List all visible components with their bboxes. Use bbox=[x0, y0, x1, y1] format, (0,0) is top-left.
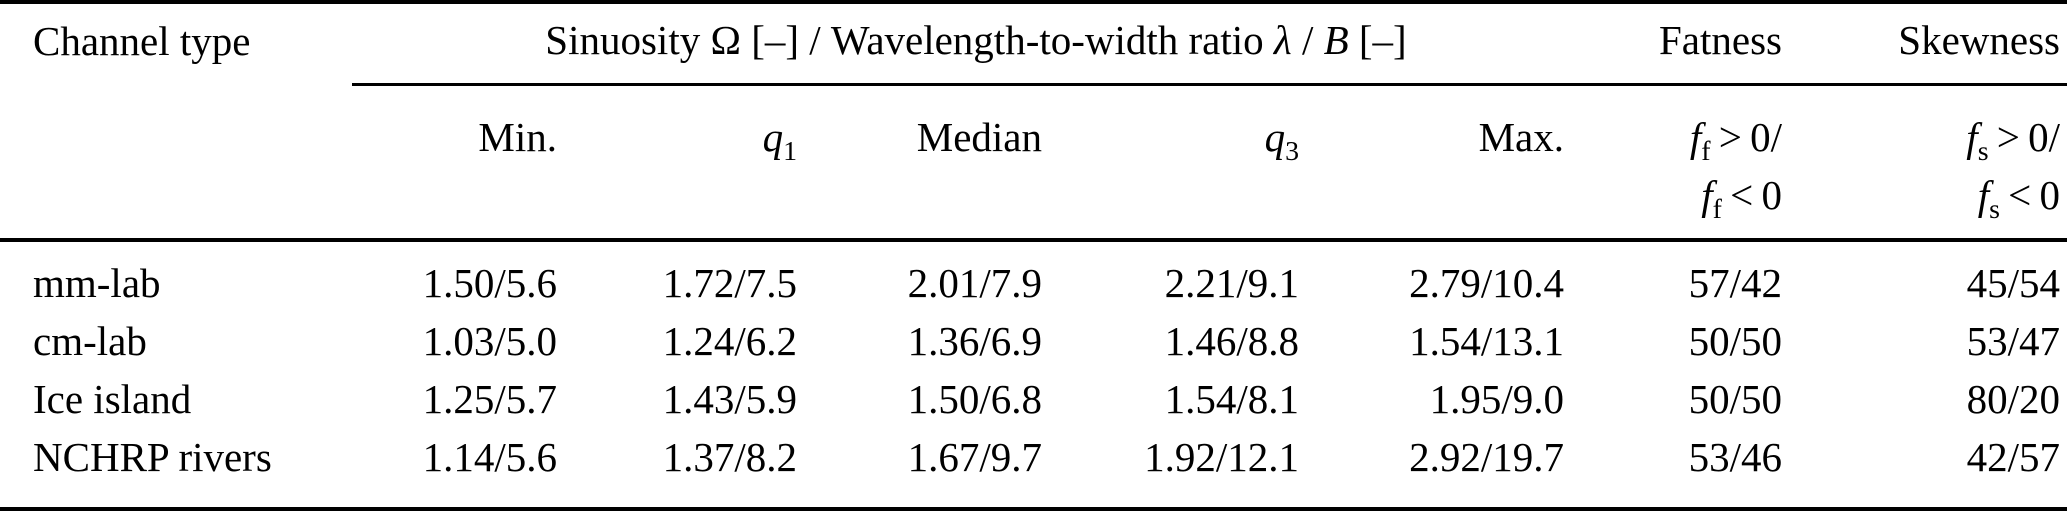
q3-subscript: 3 bbox=[1285, 135, 1299, 167]
fatness-negative-label: ff < 0 bbox=[1564, 166, 1782, 224]
subheader-max: Max. bbox=[1299, 84, 1564, 242]
subheader-q1: q1 bbox=[557, 84, 797, 242]
row-label: mm-lab bbox=[33, 260, 161, 306]
subheader-q3: q3 bbox=[1042, 84, 1299, 242]
f-symbol: f bbox=[1701, 171, 1713, 218]
subheader-empty bbox=[0, 84, 352, 242]
f-symbol: f bbox=[1966, 113, 1978, 160]
skewness-negative-label: fs < 0 bbox=[1782, 166, 2060, 224]
cell-min: 1.25/5.7 bbox=[422, 376, 557, 422]
fatness-negative-condition: < 0 bbox=[1721, 171, 1782, 218]
fatness-positive-label: ff > 0/ bbox=[1564, 108, 1782, 166]
skewness-positive-label: fs > 0/ bbox=[1782, 108, 2060, 166]
f-subscript: f bbox=[1701, 135, 1711, 167]
cell-max: 1.95/9.0 bbox=[1429, 376, 1564, 422]
header-fatness: Fatness bbox=[1564, 2, 1782, 86]
header-sinuosity-wavelength-group: Sinuosity Ω [–] / Wavelength-to-width ra… bbox=[352, 2, 1564, 86]
subheader-skewness-fractions: fs > 0/ fs < 0 bbox=[1782, 84, 2067, 242]
table-row-ice-island: Ice island 1.25/5.7 1.43/5.9 1.50/6.8 1.… bbox=[0, 370, 2067, 428]
row-label: Ice island bbox=[33, 376, 192, 422]
f-subscript: f bbox=[1712, 193, 1722, 225]
group-header-text-1: Sinuosity bbox=[545, 17, 711, 64]
s-subscript: s bbox=[1977, 135, 1989, 167]
cell-q3: 1.46/8.8 bbox=[1164, 318, 1299, 364]
cell-max: 2.92/19.7 bbox=[1409, 434, 1564, 480]
lambda-symbol: λ bbox=[1273, 17, 1292, 64]
cell-median: 2.01/7.9 bbox=[907, 260, 1042, 306]
cell-skewness: 45/54 bbox=[1966, 260, 2060, 306]
channel-statistics-table: Channel type Sinuosity Ω [–] / Wavelengt… bbox=[0, 0, 2067, 511]
cell-median: 1.50/6.8 bbox=[907, 376, 1042, 422]
row-label: cm-lab bbox=[33, 318, 147, 364]
skewness-positive-condition: > 0/ bbox=[1988, 113, 2060, 160]
omega-symbol: Ω bbox=[710, 17, 741, 64]
cell-max: 2.79/10.4 bbox=[1409, 260, 1564, 306]
skewness-negative-condition: < 0 bbox=[1999, 171, 2060, 218]
f-symbol: f bbox=[1977, 171, 1990, 218]
q1-subscript: 1 bbox=[783, 135, 797, 167]
fatness-positive-condition: > 0/ bbox=[1710, 113, 1782, 160]
group-header-text-2: [–] / Wavelength-to-width ratio bbox=[740, 17, 1274, 64]
cell-median: 1.67/9.7 bbox=[907, 434, 1042, 480]
header-skewness: Skewness bbox=[1782, 2, 2067, 86]
cell-q3: 1.92/12.1 bbox=[1144, 434, 1299, 480]
cell-min: 1.14/5.6 bbox=[422, 434, 557, 480]
q3-base: q bbox=[1264, 113, 1286, 160]
row-label: NCHRP rivers bbox=[33, 434, 272, 480]
width-symbol-b: B bbox=[1323, 17, 1349, 64]
cell-q1: 1.24/6.2 bbox=[662, 318, 797, 364]
header-group-row: Channel type Sinuosity Ω [–] / Wavelengt… bbox=[0, 2, 2067, 86]
cell-fatness: 53/46 bbox=[1688, 434, 1782, 480]
cell-q3: 1.54/8.1 bbox=[1164, 376, 1299, 422]
cell-q1: 1.43/5.9 bbox=[662, 376, 797, 422]
cell-min: 1.03/5.0 bbox=[422, 318, 557, 364]
q1-base: q bbox=[762, 113, 784, 160]
table-header: Channel type Sinuosity Ω [–] / Wavelengt… bbox=[0, 2, 2067, 242]
s-subscript: s bbox=[1989, 193, 2000, 225]
cell-max: 1.54/13.1 bbox=[1409, 318, 1564, 364]
table-body: mm-lab 1.50/5.6 1.72/7.5 2.01/7.9 2.21/9… bbox=[0, 240, 2067, 509]
header-sub-row: Min. q1 Median q3 Max. ff > 0/ ff < 0 fs… bbox=[0, 84, 2067, 242]
f-symbol: f bbox=[1689, 113, 1702, 160]
table-row-nchrp-rivers: NCHRP rivers 1.14/5.6 1.37/8.2 1.67/9.7 … bbox=[0, 428, 2067, 509]
cell-min: 1.50/5.6 bbox=[422, 260, 557, 306]
cell-skewness: 80/20 bbox=[1966, 376, 2060, 422]
cell-q3: 2.21/9.1 bbox=[1164, 260, 1299, 306]
cell-fatness: 50/50 bbox=[1688, 376, 1782, 422]
cell-median: 1.36/6.9 bbox=[907, 318, 1042, 364]
subheader-fatness-fractions: ff > 0/ ff < 0 bbox=[1564, 84, 1782, 242]
cell-skewness: 42/57 bbox=[1966, 434, 2060, 480]
cell-fatness: 57/42 bbox=[1688, 260, 1782, 306]
group-header-slash: / bbox=[1291, 17, 1324, 64]
cell-skewness: 53/47 bbox=[1966, 318, 2060, 364]
table-row-mm-lab: mm-lab 1.50/5.6 1.72/7.5 2.01/7.9 2.21/9… bbox=[0, 240, 2067, 312]
cell-q1: 1.72/7.5 bbox=[662, 260, 797, 306]
cell-fatness: 50/50 bbox=[1688, 318, 1782, 364]
subheader-min: Min. bbox=[352, 84, 557, 242]
cell-q1: 1.37/8.2 bbox=[662, 434, 797, 480]
group-header-text-3: [–] bbox=[1348, 17, 1407, 64]
header-channel-type: Channel type bbox=[33, 18, 251, 64]
subheader-median: Median bbox=[797, 84, 1042, 242]
table-row-cm-lab: cm-lab 1.03/5.0 1.24/6.2 1.36/6.9 1.46/8… bbox=[0, 312, 2067, 370]
